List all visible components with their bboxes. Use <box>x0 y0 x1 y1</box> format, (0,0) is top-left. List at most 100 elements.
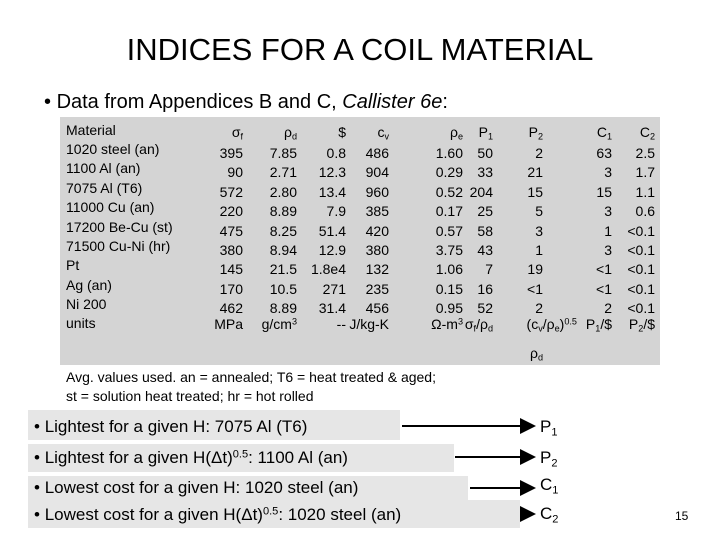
cell-text: <1 <box>596 261 612 278</box>
header-sub: 2 <box>537 131 543 142</box>
bullet-text: Lowest cost for a given H(Δt) <box>44 505 263 524</box>
cell-text: 420 <box>365 222 389 239</box>
cell: 12.3 <box>286 165 346 179</box>
material-name: 1100 Al (an) <box>66 161 140 175</box>
cell-text: 1.8e4 <box>310 261 346 278</box>
cell: <1 <box>483 282 543 296</box>
cell: <1 <box>552 262 612 276</box>
unit-part: -- <box>336 315 346 332</box>
cell: 0.29 <box>403 165 463 179</box>
material-name: 71500 Cu-Ni (hr) <box>66 239 170 253</box>
cell: 21 <box>483 165 543 179</box>
unit: MPa <box>133 317 243 331</box>
cell-text: 1.1 <box>635 183 655 200</box>
cell-text: 132 <box>365 261 389 278</box>
units-label: units <box>66 315 96 331</box>
cell-text: 51.4 <box>318 222 346 239</box>
cell-text: 1 <box>535 242 543 258</box>
target-main: P <box>540 417 552 436</box>
bullet: • Lowest cost for a given H: 1020 steel … <box>34 478 359 497</box>
table-background <box>60 117 660 365</box>
header-main: ρ <box>449 124 458 140</box>
cell-text: 1.06 <box>435 261 463 278</box>
cell: 51.4 <box>286 224 346 238</box>
cell-text: 33 <box>477 164 493 181</box>
material-name: 17200 Be-Cu (st) <box>66 220 173 234</box>
cell-text: 25 <box>477 203 493 220</box>
unit-part: /$ <box>643 315 655 332</box>
unit-part: /ρ <box>542 315 555 332</box>
column-header: ρe <box>403 125 463 142</box>
unit: σf/ρd <box>383 317 493 334</box>
material-text: 71500 Cu-Ni (hr) <box>66 238 171 254</box>
unit: g/cm3 <box>187 316 297 330</box>
cell: 15 <box>552 185 612 199</box>
unit-part: P <box>585 315 596 332</box>
cell-text: 50 <box>477 145 493 161</box>
cell: 1.06 <box>403 262 463 276</box>
unit-part: P <box>628 315 639 332</box>
material-name: 1020 steel (an) <box>66 142 159 156</box>
cell: 0.57 <box>403 224 463 238</box>
subtitle-end: : <box>442 91 448 113</box>
cell: 462 <box>183 301 243 315</box>
material-name: 11000 Cu (an) <box>66 200 154 214</box>
cell: 58 <box>433 224 493 238</box>
cell: 90 <box>183 165 243 179</box>
cell: 0.15 <box>403 282 463 296</box>
cell: 385 <box>329 204 389 218</box>
cell-text: 7.9 <box>326 203 346 220</box>
cell-text: 904 <box>365 164 389 181</box>
unit-part: σ <box>464 315 474 332</box>
cell-text: 8.89 <box>269 300 297 317</box>
cell: 15 <box>483 185 543 199</box>
bullet: • Lightest for a given H(Δt)0.5: 1100 Al… <box>34 448 348 467</box>
material-name: 7075 Al (T6) <box>66 181 142 195</box>
material-text: Ag (an) <box>66 276 112 293</box>
cell: 1.60 <box>403 146 463 160</box>
cell-text: 3.75 <box>435 242 463 258</box>
column-header: C2 <box>595 125 655 142</box>
cell: 13.4 <box>286 185 346 199</box>
cell: 960 <box>329 185 389 199</box>
cell: 380 <box>183 243 243 257</box>
bullet-target: P1 <box>540 418 558 438</box>
cell-text: 475 <box>219 222 243 239</box>
header-sub: 1 <box>606 131 612 142</box>
cell-text: 235 <box>365 280 389 297</box>
cell: 1.1 <box>595 185 655 199</box>
bullet: • Lightest for a given H: 7075 Al (T6) <box>34 417 308 436</box>
cell: 456 <box>329 301 389 315</box>
unit: (cv/ρe)0.5 <box>467 315 577 334</box>
column-header: cv <box>329 125 389 142</box>
cell-text: 0.57 <box>435 222 463 239</box>
cell: 2 <box>552 301 612 315</box>
target-main: P <box>540 448 552 467</box>
cell: 16 <box>433 282 493 296</box>
cell: 380 <box>329 243 389 257</box>
cell: 50 <box>433 146 493 160</box>
cell: 0.8 <box>286 146 346 160</box>
cell-text: 15 <box>527 183 543 200</box>
cell-text: 3 <box>535 222 543 239</box>
bullet: • Lowest cost for a given H(Δt)0.5: 1020… <box>34 505 402 524</box>
cell: 904 <box>329 165 389 179</box>
cell-text: 3 <box>604 164 612 181</box>
header-main: C <box>596 124 607 140</box>
unit-part: ρ <box>530 345 538 361</box>
unit-part: (c <box>526 315 539 332</box>
header-main: σ <box>231 124 241 140</box>
cell: 31.4 <box>286 301 346 315</box>
cell: 8.25 <box>237 224 297 238</box>
cell: 2 <box>483 301 543 315</box>
target-sub: 1 <box>552 484 559 497</box>
cell: 220 <box>183 204 243 218</box>
unit-part: 3 <box>291 316 297 327</box>
cell-text: 220 <box>219 203 243 220</box>
cell-text: 58 <box>477 222 493 239</box>
cell: 2.5 <box>595 146 655 160</box>
bullet-target: C2 <box>540 505 558 525</box>
cell: 475 <box>183 224 243 238</box>
bullet-box <box>28 476 468 500</box>
cell: 395 <box>183 146 243 160</box>
